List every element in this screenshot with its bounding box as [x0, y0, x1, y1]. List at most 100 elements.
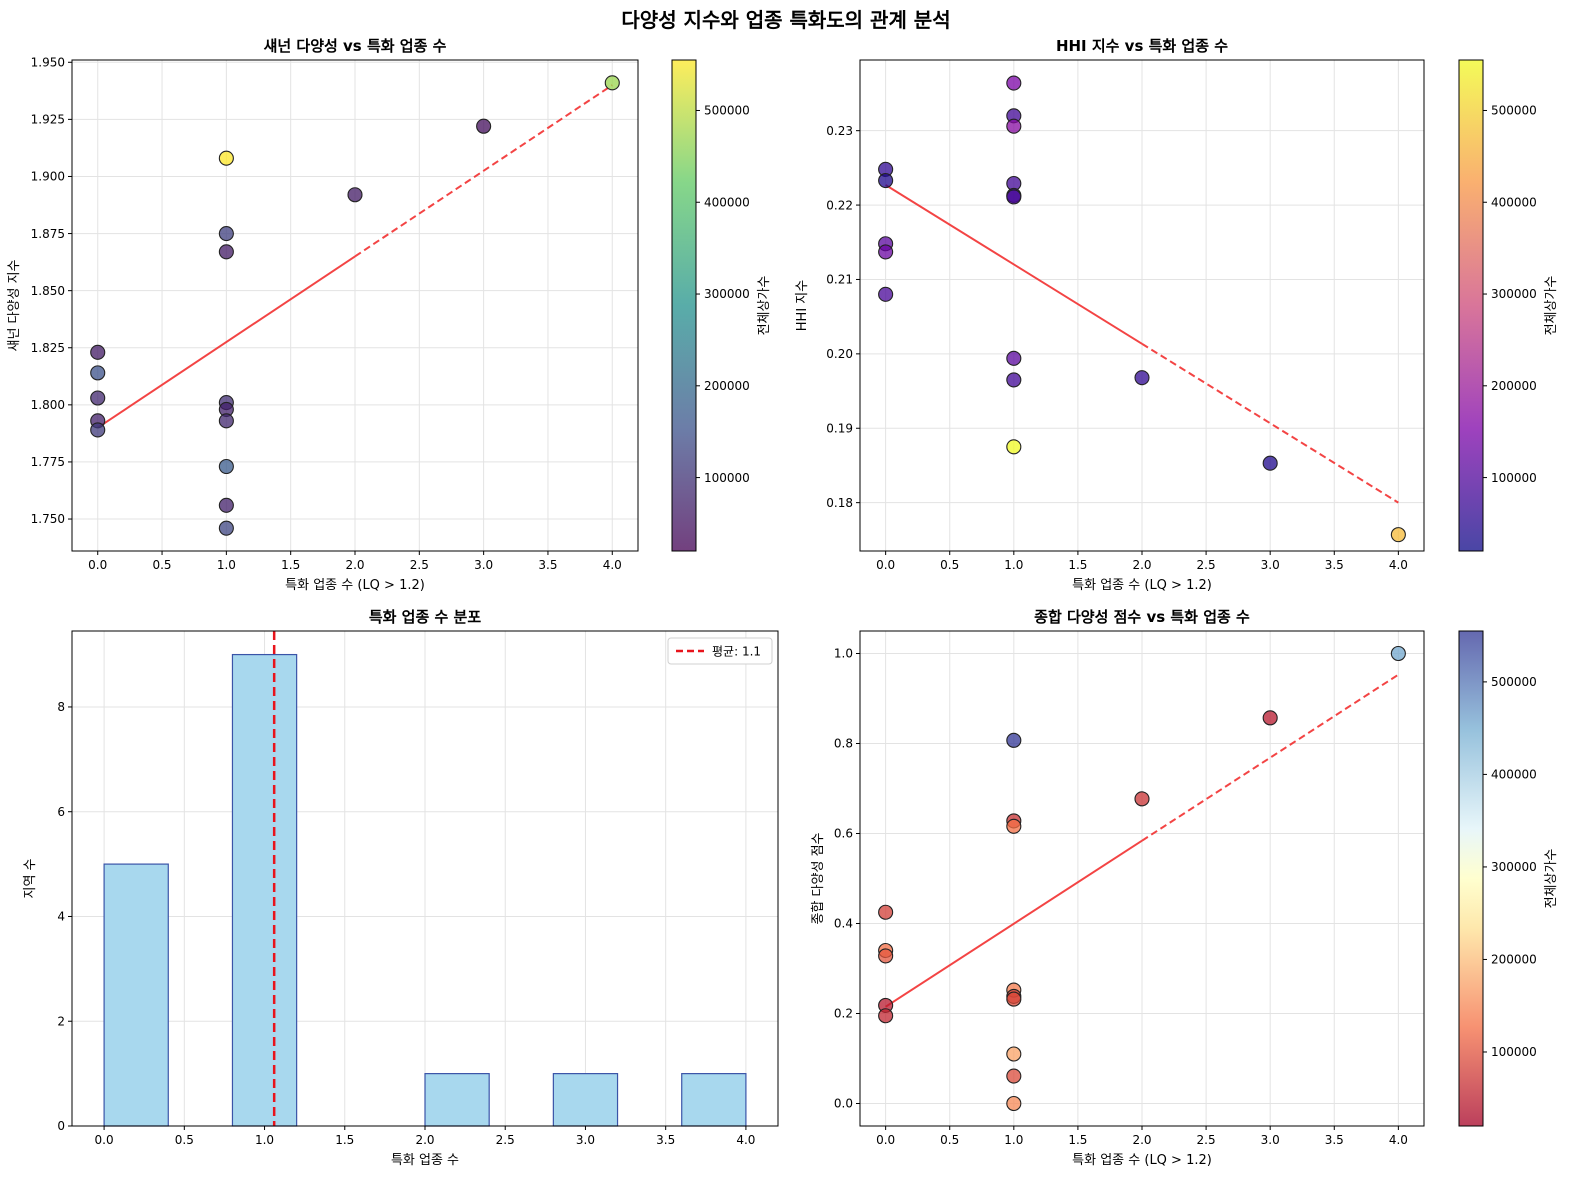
- x-tick-label: 2.0: [415, 1133, 434, 1147]
- histogram-bar: [231, 653, 298, 1127]
- x-tick-label: 3.5: [1325, 558, 1344, 572]
- x-axis-label: 특화 업종 수 (LQ > 1.2): [1072, 1153, 1212, 1168]
- colorbar-tick-label: 400000: [704, 195, 750, 209]
- figure-title: 다양성 지수와 업종 특화도의 관계 분석: [621, 8, 951, 32]
- trendline-dashed: [354, 84, 613, 258]
- scatter-point: [218, 244, 234, 260]
- scatter-point: [878, 244, 894, 260]
- colorbar-tick-label: 400000: [1491, 195, 1537, 209]
- legend: 평균: 1.1: [667, 637, 773, 665]
- y-tick-label: 1.0: [834, 647, 853, 661]
- x-tick-label: 1.0: [255, 1133, 274, 1147]
- y-axis-label: HHI 지수: [795, 280, 810, 331]
- x-tick-label: 1.0: [1004, 1133, 1023, 1147]
- scatter-point: [1134, 791, 1150, 807]
- x-axis-label: 특화 업종 수 (LQ > 1.2): [285, 578, 425, 593]
- y-tick-label: 1.875: [31, 227, 65, 241]
- scatter-point: [218, 226, 234, 242]
- panel-composite: 0.0 0.5 1.0 1.5 2.0 2.5 3.0 3.5 4.0 0.0 0.2 0.4 0.6 0…: [811, 608, 1559, 1168]
- x-tick-label: 0.0: [95, 1133, 114, 1147]
- scatter-point: [1006, 118, 1022, 134]
- x-tick-label: 4.0: [603, 558, 622, 572]
- y-tick-label: 0: [57, 1119, 65, 1133]
- colorbar-gradient: [1458, 630, 1484, 1127]
- y-tick-label: 6: [57, 805, 65, 819]
- colorbar-tick-label: 400000: [1491, 768, 1537, 782]
- x-tick-label: 1.5: [281, 558, 300, 572]
- scatter-point: [878, 904, 894, 920]
- y-tick-label: 2: [57, 1014, 65, 1028]
- y-tick-label: 0.18: [826, 496, 853, 510]
- x-tick-label: 3.5: [538, 558, 557, 572]
- colorbar-tick-label: 100000: [704, 471, 750, 485]
- legend-label: 평균: 1.1: [712, 645, 761, 659]
- scatter-point: [878, 1008, 894, 1024]
- y-tick-label: 1.800: [31, 398, 65, 412]
- y-tick-label: 0.23: [826, 124, 853, 138]
- scatter-point: [1006, 1095, 1022, 1112]
- y-tick-label: 1.900: [31, 170, 65, 184]
- scatter-point: [218, 458, 234, 475]
- y-axis-label: 섀넌 다양성 지수: [7, 259, 22, 351]
- trendline-solid: [885, 839, 1143, 1008]
- y-tick-label: 0.8: [834, 737, 853, 751]
- trendline-solid: [885, 184, 1143, 345]
- x-tick-label: 3.0: [474, 558, 493, 572]
- colorbar-label: 전체상가수: [1544, 276, 1559, 336]
- x-tick-label: 3.0: [576, 1133, 595, 1147]
- y-tick-label: 1.925: [31, 113, 65, 127]
- colorbar: 100000 200000 300000 400000 500000 전체상가수: [1458, 630, 1559, 1127]
- colorbar-tick-label: 500000: [1491, 104, 1537, 118]
- scatter-point: [1006, 75, 1022, 91]
- y-tick-label: 0.0: [834, 1097, 853, 1111]
- y-axis-label: 지역 수: [23, 858, 38, 898]
- scatter-point: [1390, 527, 1406, 543]
- scatter-point: [90, 344, 106, 360]
- y-tick-label: 0.19: [826, 421, 853, 435]
- colorbar-tick-label: 200000: [1491, 379, 1537, 393]
- x-tick-label: 2.0: [345, 558, 364, 572]
- x-tick-label: 1.5: [335, 1133, 354, 1147]
- x-tick-label: 3.0: [1261, 558, 1280, 572]
- x-tick-label: 2.5: [410, 558, 429, 572]
- histogram-bar: [424, 1073, 490, 1127]
- colorbar-tick-label: 200000: [1491, 953, 1537, 967]
- x-tick-label: 0.5: [175, 1133, 194, 1147]
- x-tick-label: 1.0: [1004, 558, 1023, 572]
- panel-hhi: 0.0 0.5 1.0 1.5 2.0 2.5 3.0 3.5 4.0 0.18 0.19 0.20 0…: [795, 37, 1559, 593]
- x-tick-label: 3.5: [656, 1133, 675, 1147]
- scatter-point: [90, 365, 106, 381]
- scatter-point: [1006, 189, 1022, 205]
- x-tick-label: 0.0: [88, 558, 107, 572]
- scatter-point: [878, 172, 894, 189]
- colorbar-tick-label: 300000: [704, 287, 750, 301]
- y-tick-label: 0.22: [826, 198, 853, 212]
- x-tick-label: 4.0: [1389, 1133, 1408, 1147]
- trendline-solid: [97, 255, 356, 429]
- histogram-bar: [552, 1073, 619, 1127]
- panel-title: 섀넌 다양성 vs 특화 업종 수: [264, 37, 447, 55]
- scatter-point: [1134, 370, 1150, 386]
- x-tick-label: 0.5: [152, 558, 171, 572]
- legend-frame: [667, 637, 773, 665]
- y-tick-label: 8: [57, 700, 65, 714]
- panel-title: 종합 다양성 점수 vs 특화 업종 수: [1034, 608, 1250, 626]
- scatter-point: [1006, 372, 1022, 388]
- y-axis-label: 종합 다양성 점수: [811, 832, 826, 924]
- scatter-point: [1006, 732, 1022, 748]
- x-tick-label: 4.0: [736, 1133, 755, 1147]
- trendline-dashed: [1141, 342, 1399, 504]
- colorbar: 100000 200000 300000 400000 500000 전체상가수: [1458, 59, 1559, 552]
- y-tick-label: 0.20: [826, 347, 853, 361]
- scatter-point: [1006, 1068, 1022, 1084]
- y-tick-label: 0.4: [834, 917, 853, 931]
- x-tick-label: 2.0: [1132, 1133, 1151, 1147]
- x-tick-label: 2.5: [1197, 1133, 1216, 1147]
- colorbar: 100000 200000 300000 400000 500000 전체상가수: [671, 59, 772, 552]
- y-tick-label: 0.6: [834, 827, 853, 841]
- y-tick-label: 4: [57, 910, 65, 924]
- colorbar-tick-label: 300000: [1491, 860, 1537, 874]
- colorbar-tick-label: 200000: [704, 379, 750, 393]
- scatter-point: [347, 187, 363, 203]
